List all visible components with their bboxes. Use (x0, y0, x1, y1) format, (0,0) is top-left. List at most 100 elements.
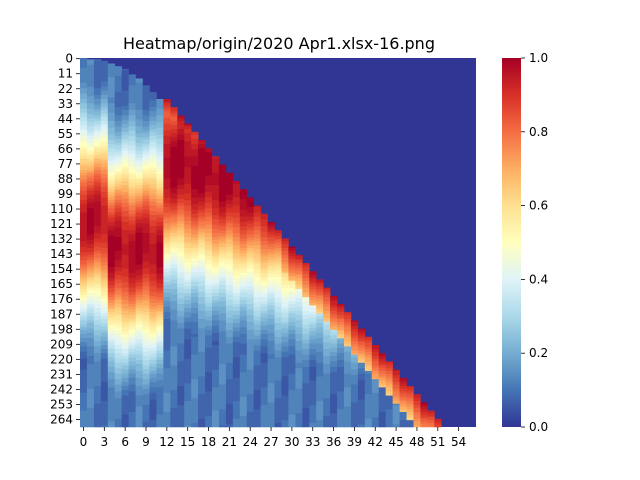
heatmap-cell (309, 324, 317, 329)
heatmap-cell (80, 304, 88, 308)
heatmap-cell (385, 376, 393, 380)
heatmap-cell (357, 353, 366, 355)
heatmap-cell (80, 342, 88, 347)
heatmap-cell (93, 201, 102, 227)
heatmap-cell (205, 216, 213, 221)
heatmap-cell (149, 377, 157, 383)
heatmap-cell (212, 273, 220, 277)
heatmap-cell (392, 391, 400, 396)
heatmap-cell (128, 314, 136, 318)
heatmap-cell (212, 295, 220, 301)
heatmap-cell (100, 401, 109, 426)
heatmap-cell (177, 198, 185, 204)
heatmap-cell (107, 160, 116, 164)
heatmap-cell (80, 135, 88, 141)
heatmap-cell (107, 302, 116, 306)
heatmap-cell (267, 314, 275, 320)
heatmap-cell (100, 81, 109, 87)
heatmap-cell (163, 284, 171, 290)
heatmap-cell (163, 189, 171, 198)
heatmap-cell (177, 256, 185, 261)
heatmap-cell (198, 144, 206, 149)
heatmap-cell (107, 387, 116, 422)
heatmap-cell (191, 269, 199, 273)
heatmap-cell (121, 211, 129, 217)
heatmap-cell (357, 368, 366, 374)
heatmap-cell (86, 160, 95, 164)
heatmap-cell (163, 144, 171, 159)
heatmap-cell (93, 353, 102, 362)
heatmap-cell (385, 370, 393, 374)
heatmap-cell (357, 328, 366, 331)
heatmap-cell (218, 226, 227, 231)
heatmap-cell (135, 163, 143, 167)
heatmap-cell (114, 115, 122, 122)
heatmap-cell (177, 264, 185, 269)
heatmap-cell (177, 134, 185, 141)
heatmap-cell (121, 148, 129, 152)
heatmap-cell (184, 279, 192, 283)
heatmap-cell (274, 350, 282, 358)
heatmap-cell (142, 360, 150, 366)
heatmap-cell (212, 302, 220, 308)
heatmap-cell (163, 157, 171, 179)
heatmap-cell (378, 361, 386, 365)
heatmap-cell (177, 405, 185, 428)
heatmap-cell (170, 187, 178, 194)
heatmap-cell (225, 204, 234, 209)
heatmap-cell (184, 261, 192, 267)
heatmap-cell (253, 339, 261, 346)
heatmap-cell (156, 205, 164, 209)
heatmap-cell (128, 145, 136, 150)
heatmap-cell (135, 160, 143, 164)
heatmap-cell (281, 257, 289, 262)
heatmap-cell (218, 278, 227, 282)
heatmap-cell (114, 107, 122, 116)
heatmap-cell (302, 263, 310, 265)
heatmap-cell (225, 362, 234, 380)
heatmap-cell (205, 272, 213, 277)
heatmap-cell (121, 395, 129, 415)
heatmap-cell (100, 148, 109, 152)
heatmap-cell (198, 216, 206, 220)
heatmap-cell (434, 424, 442, 428)
heatmap-cell (316, 316, 324, 320)
heatmap-cell (364, 394, 373, 420)
heatmap-cell (295, 265, 303, 269)
heatmap-cell (121, 369, 129, 374)
heatmap-cell (323, 335, 331, 343)
heatmap-cell (337, 314, 345, 318)
heatmap-cell (93, 260, 102, 264)
heatmap-cell (156, 202, 164, 206)
heatmap-cell (80, 267, 88, 271)
heatmap-cell (288, 354, 296, 374)
heatmap-cell (323, 288, 331, 292)
heatmap-cell (246, 369, 254, 395)
heatmap-cell (100, 288, 109, 292)
heatmap-cell (128, 213, 136, 217)
heatmap-cell (309, 271, 317, 276)
heatmap-cell (239, 261, 248, 265)
heatmap-cell (302, 407, 310, 428)
heatmap-cell (288, 253, 296, 257)
heatmap-cell (121, 276, 129, 283)
heatmap-cell (225, 294, 234, 301)
heatmap-cell (281, 376, 289, 396)
heatmap-cell (184, 211, 192, 217)
heatmap-cell (232, 401, 241, 420)
heatmap-cell (107, 202, 116, 206)
heatmap-cell (239, 269, 248, 273)
heatmap-cell (80, 338, 88, 343)
heatmap-cell (191, 209, 199, 215)
heatmap-cell (135, 336, 143, 340)
heatmap-cell (309, 317, 317, 323)
heatmap-cell (274, 293, 282, 298)
heatmap-cell (274, 297, 282, 303)
heatmap-cell (135, 119, 143, 127)
heatmap-cell (225, 250, 234, 254)
heatmap-cell (239, 275, 248, 279)
heatmap-cell (260, 263, 268, 268)
heatmap-cell (149, 179, 157, 185)
heatmap-cell (149, 107, 157, 112)
heatmap-cell (198, 209, 206, 213)
